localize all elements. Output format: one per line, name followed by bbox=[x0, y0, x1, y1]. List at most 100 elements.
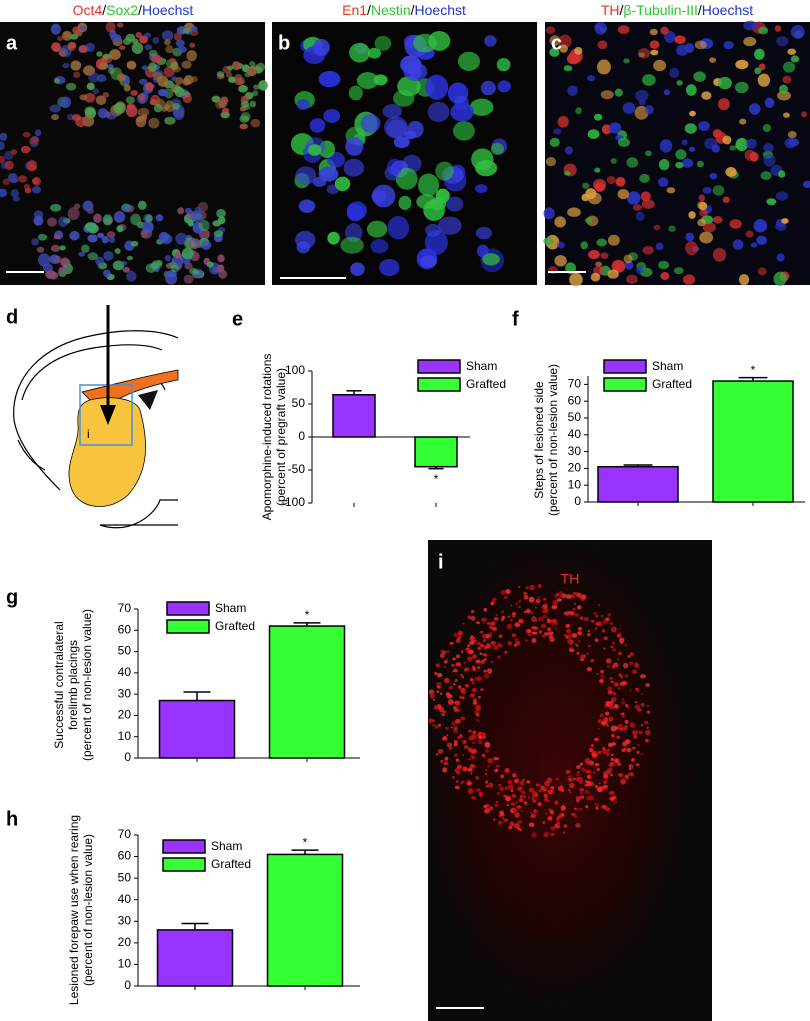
cell bbox=[436, 685, 441, 689]
cell bbox=[567, 638, 573, 645]
cell bbox=[600, 90, 614, 100]
cell bbox=[553, 128, 562, 135]
cell bbox=[712, 247, 727, 262]
cell bbox=[511, 794, 517, 798]
cell bbox=[629, 722, 635, 727]
cell bbox=[621, 748, 627, 752]
cell bbox=[591, 752, 598, 759]
cell bbox=[503, 595, 508, 599]
cell bbox=[105, 21, 116, 33]
cell bbox=[446, 694, 453, 699]
cell bbox=[584, 217, 593, 223]
cell bbox=[573, 602, 576, 605]
cell bbox=[504, 650, 508, 654]
cell bbox=[639, 173, 650, 183]
cell bbox=[757, 267, 767, 276]
cell bbox=[599, 713, 605, 718]
cell bbox=[220, 96, 229, 105]
cell bbox=[594, 802, 600, 807]
cell bbox=[565, 623, 571, 628]
cell bbox=[487, 758, 494, 764]
cell bbox=[565, 769, 571, 775]
cell bbox=[140, 230, 149, 239]
bar bbox=[266, 853, 344, 987]
cell bbox=[594, 627, 598, 631]
y-axis-label: (percent of pregraft value) bbox=[274, 368, 288, 506]
cell bbox=[574, 814, 578, 818]
cell bbox=[92, 88, 99, 95]
cell bbox=[51, 114, 59, 121]
cell bbox=[95, 95, 107, 106]
cell bbox=[461, 754, 465, 756]
panel-title: TH/β-Tubulin-III/Hoechst bbox=[601, 2, 753, 18]
cell bbox=[59, 245, 66, 251]
cell bbox=[471, 755, 476, 760]
cell bbox=[468, 758, 471, 761]
cell bbox=[594, 181, 606, 192]
cell bbox=[702, 222, 716, 233]
cell bbox=[655, 242, 664, 251]
cell bbox=[446, 196, 464, 212]
cell bbox=[613, 800, 618, 804]
cell bbox=[152, 36, 160, 45]
cell bbox=[620, 778, 627, 785]
cell bbox=[504, 786, 509, 790]
cell bbox=[659, 139, 673, 153]
cell bbox=[549, 635, 554, 639]
cell bbox=[590, 272, 601, 282]
cell bbox=[475, 776, 480, 780]
cell bbox=[519, 780, 525, 786]
cell bbox=[575, 795, 581, 801]
cell bbox=[729, 145, 737, 151]
stain-name: / bbox=[620, 2, 624, 18]
cell bbox=[693, 71, 706, 82]
cell bbox=[606, 175, 616, 185]
cell bbox=[161, 30, 174, 41]
stain-name: Sox2 bbox=[106, 2, 138, 18]
cell bbox=[617, 25, 630, 34]
cell bbox=[238, 84, 248, 93]
cell bbox=[348, 85, 363, 101]
cell bbox=[593, 113, 603, 121]
legend-label: Sham bbox=[211, 839, 242, 853]
cell bbox=[184, 262, 193, 270]
cell bbox=[253, 84, 260, 90]
cell bbox=[642, 74, 656, 86]
cell bbox=[505, 588, 511, 595]
stain-name: Nestin bbox=[371, 2, 411, 18]
cell bbox=[246, 67, 257, 77]
panel-letter: g bbox=[6, 586, 18, 608]
cell bbox=[563, 65, 573, 72]
cell bbox=[350, 262, 365, 277]
cell bbox=[568, 791, 572, 794]
cell bbox=[561, 790, 565, 793]
cell bbox=[103, 250, 114, 261]
cell bbox=[596, 767, 600, 772]
cell bbox=[607, 686, 613, 692]
cell bbox=[512, 773, 517, 778]
cell bbox=[182, 78, 191, 86]
cell bbox=[618, 632, 622, 636]
cell bbox=[510, 619, 513, 622]
cell bbox=[787, 48, 797, 55]
cell bbox=[73, 203, 81, 209]
cell bbox=[556, 597, 562, 602]
cell bbox=[557, 241, 565, 249]
cell bbox=[387, 216, 410, 240]
cell bbox=[182, 28, 191, 34]
cell bbox=[4, 160, 14, 171]
cell bbox=[106, 231, 116, 238]
cell bbox=[623, 58, 630, 64]
cell bbox=[615, 683, 618, 686]
panel-letter: f bbox=[512, 308, 519, 330]
cell bbox=[569, 272, 583, 287]
cell bbox=[474, 184, 488, 194]
cell bbox=[545, 26, 556, 35]
cell bbox=[782, 75, 792, 84]
legend-swatch bbox=[603, 377, 647, 392]
cell bbox=[674, 35, 686, 44]
cell bbox=[393, 89, 415, 107]
cell bbox=[735, 137, 749, 152]
cell bbox=[522, 778, 525, 781]
cell bbox=[551, 605, 558, 610]
